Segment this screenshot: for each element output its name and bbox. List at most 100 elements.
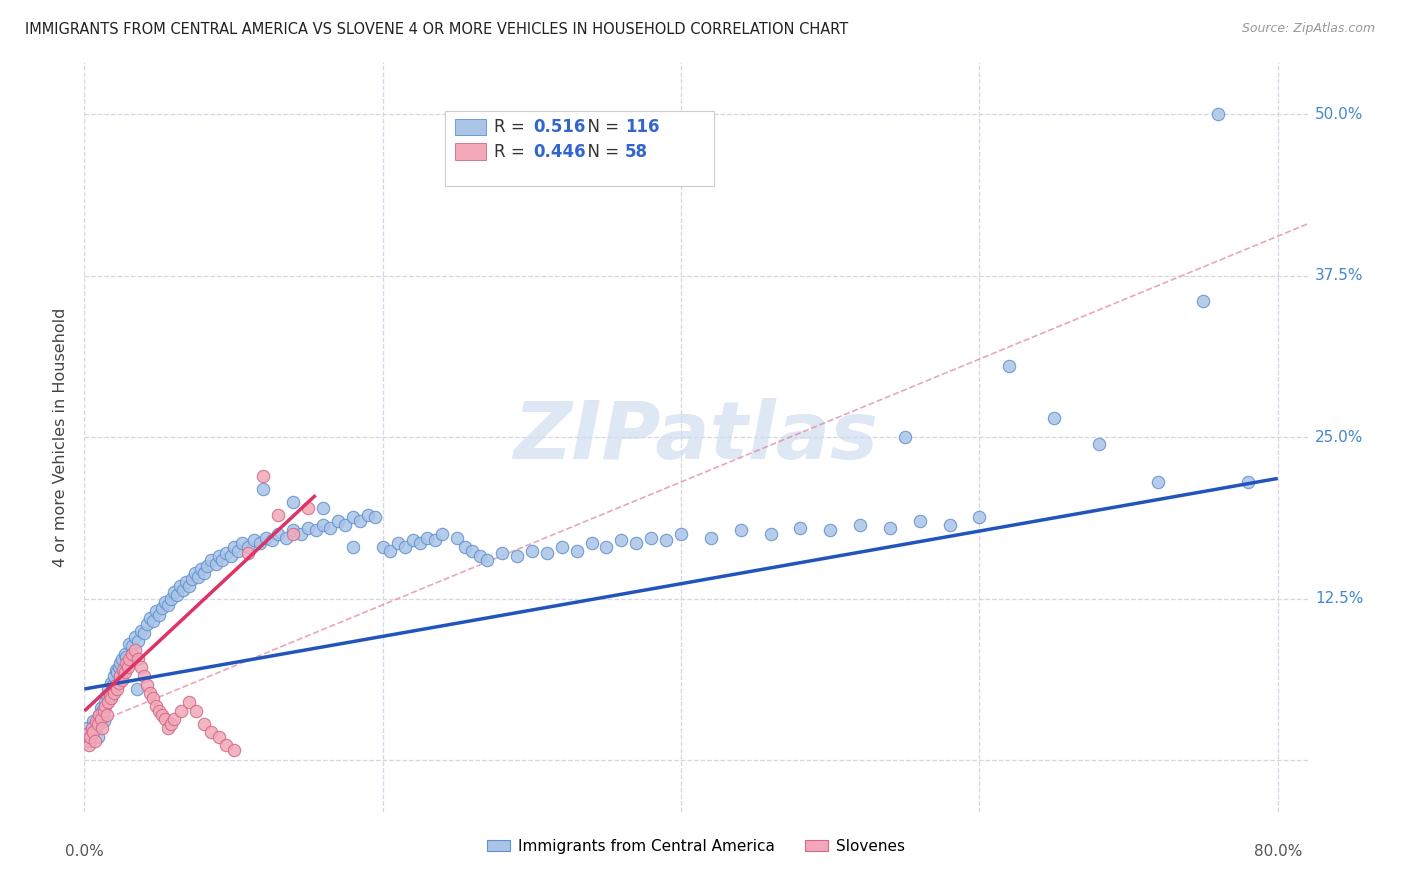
Point xyxy=(127,652,149,666)
Point xyxy=(172,582,194,597)
Point xyxy=(136,617,159,632)
Point xyxy=(163,712,186,726)
Point xyxy=(222,742,245,756)
Point xyxy=(127,634,149,648)
Point xyxy=(730,523,752,537)
Point xyxy=(581,536,603,550)
Point xyxy=(520,543,543,558)
Point xyxy=(87,730,110,744)
Point xyxy=(83,733,105,747)
Point xyxy=(565,543,588,558)
Point xyxy=(193,717,215,731)
Point xyxy=(304,523,326,537)
FancyBboxPatch shape xyxy=(456,119,485,135)
Text: Source: ZipAtlas.com: Source: ZipAtlas.com xyxy=(1241,22,1375,36)
Point xyxy=(160,717,183,731)
Point xyxy=(124,630,146,644)
Point xyxy=(84,714,107,729)
Point xyxy=(215,738,238,752)
Point xyxy=(193,566,215,580)
Text: R =: R = xyxy=(494,118,530,136)
Point xyxy=(77,730,100,744)
Point xyxy=(108,656,131,670)
Point xyxy=(190,562,212,576)
Point xyxy=(468,549,491,563)
Point xyxy=(207,549,229,563)
Point xyxy=(114,665,136,680)
Point xyxy=(342,540,364,554)
Point xyxy=(103,686,125,700)
Point xyxy=(177,579,200,593)
Point xyxy=(132,626,155,640)
Point xyxy=(249,536,271,550)
Point xyxy=(204,557,226,571)
Point xyxy=(416,531,439,545)
Point xyxy=(156,721,179,735)
Point xyxy=(117,660,139,674)
Point xyxy=(283,527,305,541)
Point xyxy=(103,669,125,683)
Legend: Immigrants from Central America, Slovenes: Immigrants from Central America, Slovene… xyxy=(481,833,911,860)
Point xyxy=(215,546,238,560)
Point xyxy=(626,536,648,550)
Point xyxy=(184,566,207,580)
Point xyxy=(342,510,364,524)
Point xyxy=(101,678,124,692)
Point xyxy=(879,520,901,534)
Point xyxy=(200,553,222,567)
Point xyxy=(254,531,277,545)
Point xyxy=(1206,107,1229,121)
Point xyxy=(252,468,274,483)
Point xyxy=(83,717,105,731)
Point xyxy=(1043,410,1066,425)
Point xyxy=(87,717,110,731)
Point xyxy=(139,686,162,700)
Point xyxy=(80,724,103,739)
Point xyxy=(238,540,260,554)
Point xyxy=(454,540,477,554)
Point xyxy=(111,652,134,666)
Point xyxy=(394,540,416,554)
Point xyxy=(94,695,117,709)
Text: 25.0%: 25.0% xyxy=(1315,430,1364,444)
Point xyxy=(89,707,111,722)
Point xyxy=(150,600,173,615)
Point xyxy=(90,701,112,715)
Point xyxy=(401,533,423,548)
Point xyxy=(243,533,266,548)
Point xyxy=(222,540,245,554)
Point xyxy=(252,482,274,496)
Point xyxy=(115,656,138,670)
Point xyxy=(93,704,115,718)
Text: 50.0%: 50.0% xyxy=(1315,107,1364,121)
Point xyxy=(98,689,121,703)
Point xyxy=(655,533,678,548)
Text: 12.5%: 12.5% xyxy=(1315,591,1364,606)
Point xyxy=(150,707,173,722)
Point xyxy=(938,517,960,532)
Point xyxy=(818,523,841,537)
Point xyxy=(226,543,249,558)
Point xyxy=(111,673,134,687)
Text: R =: R = xyxy=(494,144,530,161)
Point xyxy=(200,724,222,739)
Text: ZIPatlas: ZIPatlas xyxy=(513,398,879,476)
Point xyxy=(380,543,402,558)
Point xyxy=(124,643,146,657)
Point xyxy=(371,540,394,554)
Text: IMMIGRANTS FROM CENTRAL AMERICA VS SLOVENE 4 OR MORE VEHICLES IN HOUSEHOLD CORRE: IMMIGRANTS FROM CENTRAL AMERICA VS SLOVE… xyxy=(25,22,849,37)
Point xyxy=(79,733,101,747)
Text: 58: 58 xyxy=(626,144,648,161)
Point xyxy=(297,520,319,534)
Point xyxy=(121,647,143,661)
Point xyxy=(759,527,782,541)
Point xyxy=(290,527,312,541)
Point xyxy=(207,730,229,744)
Point xyxy=(142,614,165,628)
Point xyxy=(536,546,558,560)
Point xyxy=(89,707,111,722)
Point xyxy=(79,730,101,744)
Point xyxy=(156,598,179,612)
FancyBboxPatch shape xyxy=(446,112,714,186)
Point xyxy=(894,430,917,444)
